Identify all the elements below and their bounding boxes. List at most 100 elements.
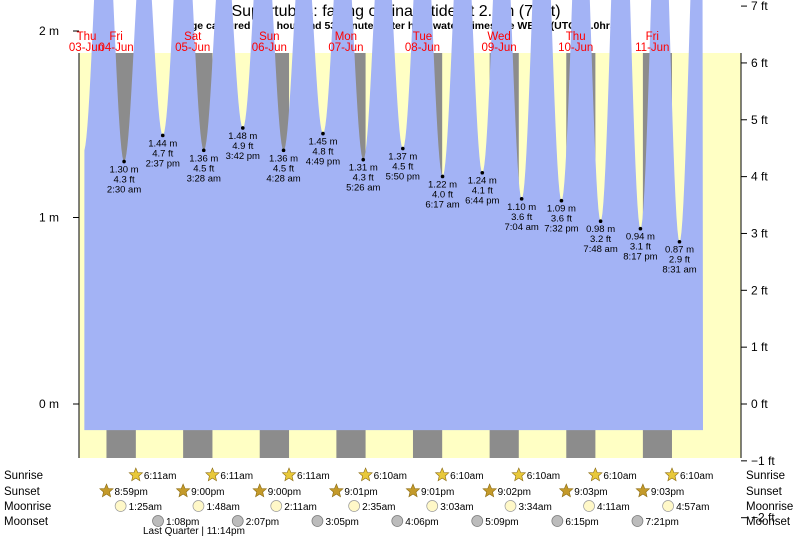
tide-point bbox=[519, 197, 524, 201]
sunrise-icon bbox=[281, 467, 297, 482]
low-tide-time: 6:17 am bbox=[425, 199, 459, 210]
moonrise-label-right: Moonrise bbox=[746, 501, 793, 513]
right-tick-label: 5 ft bbox=[751, 113, 768, 127]
sunset-icon bbox=[558, 483, 574, 498]
sunset-time: 9:03pm bbox=[574, 487, 607, 498]
chart-title: Supertubos: falling ordinary tide at 2.4… bbox=[231, 3, 560, 20]
sunset-time: 9:02pm bbox=[498, 487, 531, 498]
tide-area bbox=[84, 0, 703, 431]
chart-subtitle: Image captured One hour and 53 minutes a… bbox=[173, 20, 619, 32]
tide-point bbox=[201, 148, 206, 153]
moonset-icon bbox=[471, 515, 484, 527]
tide-labels: 8:07 pm9.4 ft2.87 m1.30 m4.3 ft2:30 am8:… bbox=[107, 126, 697, 276]
right-tick-label: 7 ft bbox=[751, 0, 768, 13]
low-tide-ft: 2.9 ft bbox=[669, 255, 690, 266]
sunset-icon bbox=[99, 483, 114, 498]
moonset-time: 5:09pm bbox=[485, 517, 518, 528]
axes: 0 m1 m2 m3 m−2 ft−1 ft0 ft1 ft2 ft3 ft4 … bbox=[39, 0, 775, 525]
sunrise-time: 6:10am bbox=[603, 471, 636, 482]
sunrise-time: 6:10am bbox=[450, 471, 483, 482]
right-tick-label: 6 ft bbox=[751, 56, 768, 70]
low-tide-m: 0.87 m bbox=[665, 245, 694, 256]
moonrise-label-left: Moonrise bbox=[4, 501, 51, 513]
low-tide-time: 5:50 pm bbox=[386, 171, 420, 182]
day-date: 11-Jun bbox=[635, 42, 669, 54]
low-tide-m: 1.22 m bbox=[428, 179, 457, 190]
day-name: Mon bbox=[335, 31, 357, 43]
moonset-label-left: Moonset bbox=[4, 516, 49, 528]
day-date: 03-Jun bbox=[69, 42, 104, 54]
low-tide-ft: 4.0 ft bbox=[432, 189, 453, 200]
day-date: 04-Jun bbox=[99, 42, 134, 54]
sunrise-icon bbox=[664, 467, 680, 482]
day-name: Thu bbox=[77, 31, 97, 43]
low-tide-ft: 4.9 ft bbox=[232, 141, 253, 152]
moonrise-icon bbox=[583, 500, 595, 512]
low-tide-time: 3:28 am bbox=[187, 173, 221, 184]
low-tide-ft: 4.1 ft bbox=[472, 186, 493, 197]
low-tide-time: 6:44 pm bbox=[465, 196, 499, 207]
right-tick-label: −2 ft bbox=[751, 511, 775, 525]
day-name: Fri bbox=[109, 31, 122, 43]
low-tide-m: 1.37 m bbox=[388, 151, 417, 162]
day-name: Sun bbox=[259, 31, 279, 43]
moonset-time: 1:08pm bbox=[166, 517, 199, 528]
low-tide-ft: 4.5 ft bbox=[193, 163, 214, 174]
moonrise-time: 4:57am bbox=[676, 502, 709, 513]
right-tick-label: 4 ft bbox=[751, 170, 768, 184]
sunrise-time: 6:10am bbox=[680, 471, 713, 482]
day-date: 06-Jun bbox=[252, 42, 287, 54]
tide-point bbox=[160, 133, 165, 138]
sunset-icon bbox=[635, 483, 651, 498]
sunset-icon bbox=[328, 483, 344, 498]
tide-point bbox=[122, 159, 126, 164]
low-tide-m: 1.30 m bbox=[110, 165, 139, 176]
moonset-time: 4:06pm bbox=[405, 517, 438, 528]
tide-point bbox=[480, 170, 485, 175]
low-tide-ft: 4.3 ft bbox=[114, 175, 135, 186]
low-tide-m: 1.44 m bbox=[148, 138, 177, 149]
tide-point bbox=[281, 148, 286, 153]
low-tide-time: 4:49 pm bbox=[306, 157, 340, 168]
low-tide-m: 1.09 m bbox=[547, 204, 576, 215]
low-tide-m: 0.94 m bbox=[626, 232, 655, 243]
low-tide-ft: 4.3 ft bbox=[353, 173, 374, 184]
moonrise-icon bbox=[270, 500, 283, 512]
sunset-icon bbox=[175, 483, 191, 498]
moonrise-icon bbox=[114, 500, 127, 512]
low-tide-ft: 3.6 ft bbox=[551, 214, 572, 225]
low-tide-time: 3:42 pm bbox=[226, 151, 260, 162]
day-date: 09-Jun bbox=[482, 42, 517, 54]
left-tick-label: 0 m bbox=[39, 397, 59, 411]
tide-water-area bbox=[84, 0, 703, 431]
day-date: 08-Jun bbox=[405, 42, 440, 54]
moonrise-icon bbox=[192, 500, 205, 512]
sunrise-icon bbox=[205, 467, 220, 482]
day-headers: Thu03-JunFri04-JunSat05-JunSun06-JunMon0… bbox=[69, 31, 670, 54]
moonrise-time: 3:34am bbox=[518, 502, 551, 513]
low-tide-time: 8:17 pm bbox=[623, 252, 657, 263]
low-tide-ft: 3.2 ft bbox=[590, 234, 611, 245]
moonset-icon bbox=[152, 515, 164, 527]
low-tide-time: 2:30 am bbox=[107, 185, 141, 196]
right-tick-label: 3 ft bbox=[751, 226, 768, 240]
moonset-icon bbox=[631, 515, 644, 527]
day-date: 05-Jun bbox=[175, 42, 210, 54]
sunset-label-right: Sunset bbox=[746, 486, 783, 498]
tide-point bbox=[361, 157, 366, 162]
day-name: Tue bbox=[413, 31, 432, 43]
sunset-icon bbox=[252, 483, 268, 498]
tide-point bbox=[638, 226, 643, 231]
sunset-time: 9:00pm bbox=[191, 487, 224, 498]
moonset-time: 7:21pm bbox=[645, 517, 678, 528]
sunset-time: 8:59pm bbox=[114, 487, 147, 498]
low-tide-time: 4:28 am bbox=[266, 173, 300, 184]
moonrise-icon bbox=[662, 500, 674, 512]
low-tide-m: 1.10 m bbox=[507, 202, 536, 213]
moonset-icon bbox=[311, 515, 324, 527]
sunrise-time: 6:11am bbox=[297, 471, 330, 482]
low-tide-ft: 4.7 ft bbox=[152, 148, 173, 159]
day-date: 10-Jun bbox=[558, 42, 593, 54]
left-tick-label: 1 m bbox=[39, 211, 59, 225]
